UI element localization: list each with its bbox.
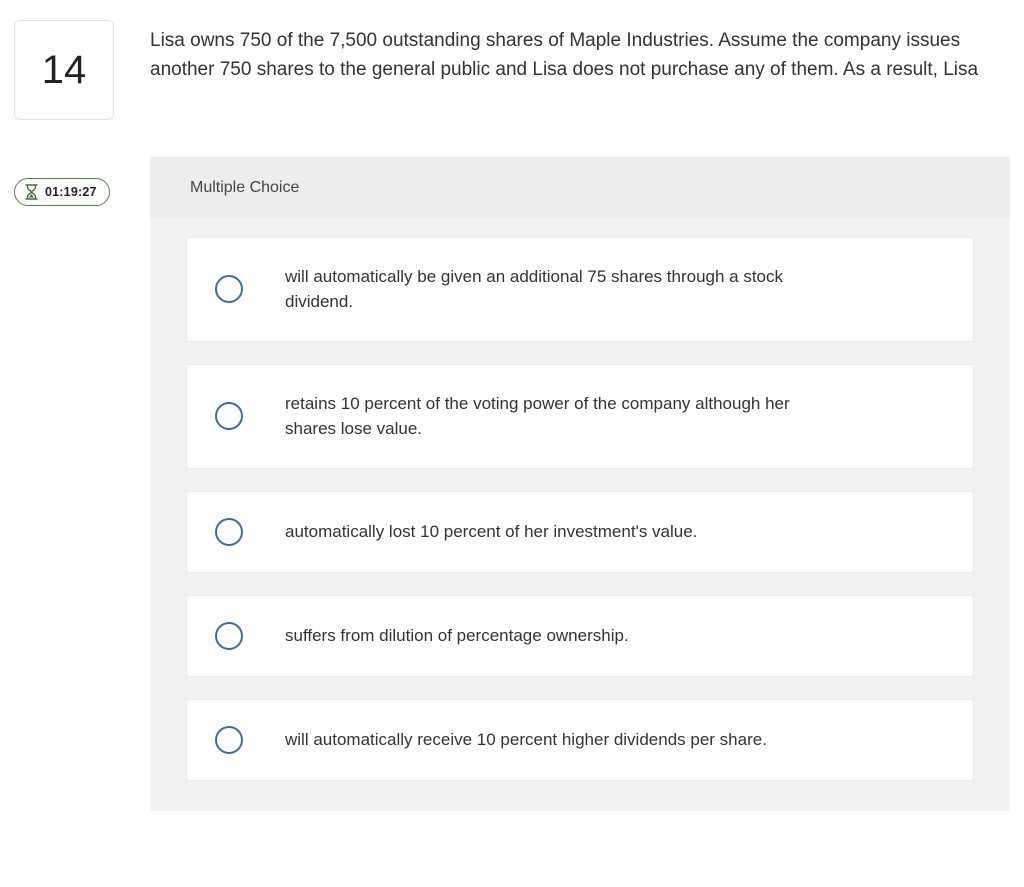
choice-text: will automatically be given an additiona… (285, 264, 805, 315)
timer-pill[interactable]: 01:19:27 (14, 178, 110, 206)
choice-text: retains 10 percent of the voting power o… (285, 391, 805, 442)
quiz-layout: 14 01:19:27 Lisa owns 750 of the 7,500 o… (14, 20, 1010, 811)
question-number-box: 14 (14, 20, 114, 120)
choice-option[interactable]: will automatically be given an additiona… (186, 237, 974, 342)
choice-text: suffers from dilution of percentage owne… (285, 623, 629, 649)
choice-option[interactable]: retains 10 percent of the voting power o… (186, 364, 974, 469)
choices-list: will automatically be given an additiona… (150, 219, 1010, 811)
sidebar: 14 01:19:27 (14, 20, 124, 206)
choice-option[interactable]: suffers from dilution of percentage owne… (186, 595, 974, 677)
question-number: 14 (42, 48, 87, 93)
timer-value: 01:19:27 (45, 185, 97, 199)
radio-icon (215, 726, 243, 754)
answer-panel: Multiple Choice will automatically be gi… (150, 157, 1010, 811)
question-prompt: Lisa owns 750 of the 7,500 outstanding s… (150, 26, 1010, 85)
radio-icon (215, 275, 243, 303)
choice-text: will automatically receive 10 percent hi… (285, 727, 767, 753)
choice-option[interactable]: will automatically receive 10 percent hi… (186, 699, 974, 781)
choice-option[interactable]: automatically lost 10 percent of her inv… (186, 491, 974, 573)
main-content: Lisa owns 750 of the 7,500 outstanding s… (150, 20, 1010, 811)
multiple-choice-header: Multiple Choice (150, 157, 1010, 219)
choice-text: automatically lost 10 percent of her inv… (285, 519, 697, 545)
radio-icon (215, 622, 243, 650)
hourglass-icon (25, 184, 38, 200)
radio-icon (215, 402, 243, 430)
radio-icon (215, 518, 243, 546)
